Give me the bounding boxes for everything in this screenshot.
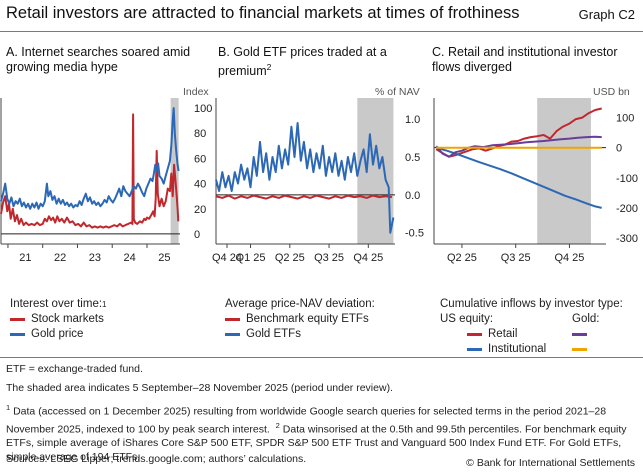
x-tick-label-c-2: Q4 25 (554, 252, 584, 264)
x-tick-label-a-0: 21 (19, 252, 31, 264)
y-tick-label-c-3: 0 (616, 143, 622, 155)
legend-c-title: Cumulative inflows by investor type: (440, 298, 623, 310)
legend-stock-markets: Stock markets (31, 313, 104, 325)
legend-institutional: Institutional (488, 343, 547, 355)
panel-c-legend: Cumulative inflows by investor type: US … (440, 297, 640, 357)
shaded-period-b (357, 98, 394, 244)
notes-rule (0, 357, 643, 358)
legend-swatch-institutional (467, 348, 482, 351)
y-tick-label-c-2: -100 (616, 173, 638, 185)
legend-swatch-retail (467, 333, 482, 336)
footnote-shaded: The shaded area indicates 5 September–28… (6, 382, 393, 394)
legend-swatch-benchmark-equity (225, 318, 240, 321)
y-tick-label-a-3: 60 (194, 153, 206, 165)
x-tick-label-a-1: 22 (54, 252, 66, 264)
x-tick-label-b-2: Q2 25 (275, 252, 305, 264)
top-rule (0, 31, 643, 32)
panel-a-unit: Index (183, 86, 209, 98)
y-tick-label-a-0: 0 (194, 229, 200, 241)
series-line-c-2 (435, 135, 602, 158)
y-tick-label-a-5: 100 (194, 103, 212, 115)
x-tick-label-b-0: Q4 24 (212, 252, 242, 264)
panel-b-legend: Average price-NAV deviation: Benchmark e… (225, 297, 375, 342)
legend-us-equity-label: US equity: (440, 313, 494, 325)
y-tick-label-a-1: 20 (194, 204, 206, 216)
x-tick-label-a-4: 25 (158, 252, 170, 264)
x-tick-label-c-1: Q3 25 (501, 252, 531, 264)
y-tick-label-b-2: 0.5 (405, 152, 420, 164)
x-tick-label-c-0: Q2 25 (447, 252, 477, 264)
legend-swatch-gold-purple (572, 333, 587, 336)
panel-c-unit: USD bn (593, 86, 630, 98)
legend-benchmark-equity: Benchmark equity ETFs (246, 313, 369, 325)
legend-swatch-gold-price (10, 333, 25, 336)
x-tick-label-b-3: Q3 25 (314, 252, 344, 264)
shaded-period-c (537, 98, 591, 244)
legend-retail: Retail (488, 328, 518, 340)
x-tick-label-a-2: 23 (89, 252, 101, 264)
series-line-a-0 (0, 113, 180, 229)
series-line-a-1 (0, 107, 180, 210)
legend-gold-label: Gold: (572, 313, 600, 325)
y-tick-label-a-4: 80 (194, 128, 206, 140)
y-tick-label-c-0: -300 (616, 233, 638, 245)
y-tick-label-c-1: -200 (616, 203, 638, 215)
y-tick-label-b-3: 1.0 (405, 114, 420, 126)
x-tick-label-a-3: 24 (123, 252, 135, 264)
footnote-sources: Sources: LSEG Lipper; trends.google.com;… (6, 453, 307, 465)
series-line-b-1 (215, 122, 395, 234)
panel-b-title: B. Gold ETF prices traded at a premium2 (218, 45, 387, 79)
legend-gold-price: Gold price (31, 328, 84, 340)
y-tick-label-b-1: 0.0 (405, 190, 420, 202)
series-line-c-1 (435, 146, 602, 209)
footnote-etf: ETF = exchange-traded fund. (6, 363, 143, 375)
legend-swatch-gold-orange (572, 348, 587, 351)
series-line-c-0 (435, 107, 602, 158)
graph-number: Graph C2 (578, 7, 635, 22)
legend-b-title: Average price-NAV deviation: (225, 298, 375, 310)
y-tick-label-c-4: 100 (616, 113, 634, 125)
copyright: © Bank for International Settlements (466, 457, 635, 469)
x-tick-label-b-4: Q4 25 (353, 252, 383, 264)
panel-a-chart: 0 20 40 60 80 100 21 22 23 24 25 (0, 98, 212, 264)
panel-c-chart: -300 -200 -100 0 100 Q2 25 Q3 25 Q4 25 (433, 98, 638, 264)
x-tick-label-b-1: Q1 25 (236, 252, 266, 264)
panel-b-unit: % of NAV (375, 86, 420, 98)
legend-gold-etfs: Gold ETFs (246, 328, 301, 340)
panel-a-title: A. Internet searches soared amid growing… (6, 45, 191, 74)
graph-title: Retail investors are attracted to financ… (6, 4, 520, 22)
footnote-1-2: 1 Data (accessed on 1 December 2025) res… (6, 403, 627, 463)
legend-swatch-gold-etfs (225, 333, 240, 336)
panel-c-title: C. Retail and institutional investor flo… (432, 45, 618, 74)
legend-a-title: Interest over time: (10, 298, 103, 310)
legend-swatch-stock-markets (10, 318, 25, 321)
series-line-b-0 (215, 194, 393, 200)
y-tick-label-b-0: -0.5 (405, 228, 424, 240)
panel-a-legend: Interest over time: 1 Stock markets Gold … (10, 298, 107, 340)
y-tick-label-a-2: 40 (194, 179, 206, 191)
